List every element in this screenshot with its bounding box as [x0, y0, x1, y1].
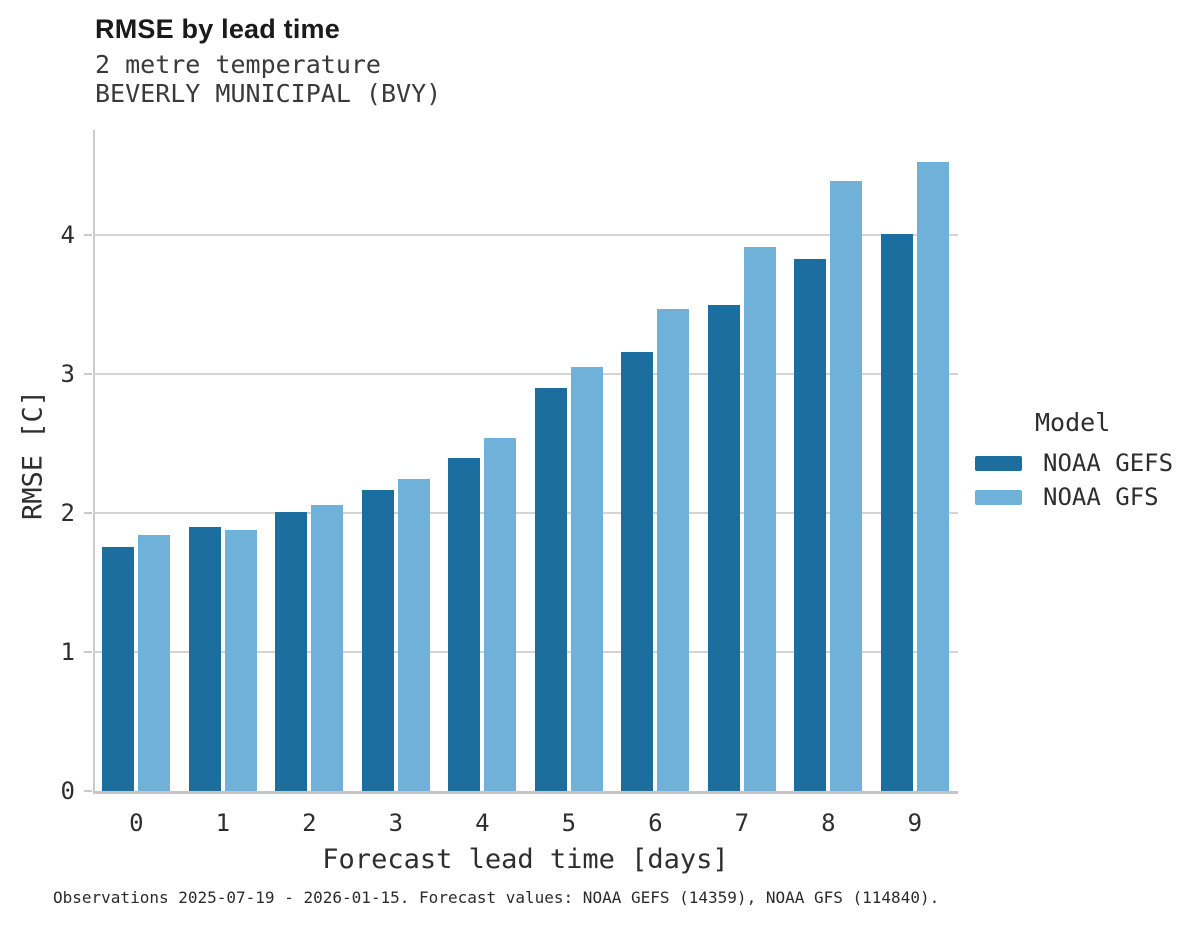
- chart-title: RMSE by lead time: [95, 14, 340, 44]
- bar-noaa-gefs-day-6: [621, 352, 654, 791]
- x-tick-label-0: 0: [129, 809, 144, 837]
- gridline-y-3: [93, 373, 958, 376]
- y-axis-title: RMSE [C]: [17, 389, 49, 521]
- bar-noaa-gfs-day-9: [916, 161, 949, 791]
- x-tick-label-9: 9: [907, 809, 923, 837]
- legend-title: Model: [1035, 408, 1111, 437]
- bar-noaa-gefs-day-2: [275, 511, 308, 791]
- x-tick-label-1: 1: [215, 809, 231, 837]
- bar-noaa-gfs-day-5: [570, 367, 603, 791]
- legend-label-noaa-gfs: NOAA GFS: [1043, 483, 1159, 511]
- y-tick-mark-1: [84, 651, 92, 654]
- y-tick-label-2: 2: [60, 499, 75, 528]
- bar-noaa-gefs-day-0: [102, 546, 135, 791]
- x-tick-label-6: 6: [648, 809, 663, 837]
- legend-label-noaa-gefs: NOAA GEFS: [1043, 449, 1174, 477]
- legend-item-noaa-gefs: NOAA GEFS: [975, 446, 1173, 480]
- legend-item-noaa-gfs: NOAA GFS: [975, 480, 1173, 514]
- bar-noaa-gfs-day-6: [657, 309, 690, 791]
- caption: Observations 2025-07-19 - 2026-01-15. Fo…: [53, 888, 940, 907]
- x-tick-label-8: 8: [821, 809, 836, 837]
- x-axis-title: Forecast lead time [days]: [322, 844, 729, 875]
- plot-area: 0 1 2 3 4 0 1 2 3 4 5 6 7 8 9: [61, 130, 958, 837]
- bar-noaa-gefs-day-4: [448, 457, 481, 791]
- bar-noaa-gfs-day-7: [743, 246, 776, 791]
- legend: Model NOAA GEFS NOAA GFS: [975, 408, 1173, 514]
- bar-noaa-gfs-day-3: [397, 478, 430, 791]
- bar-noaa-gefs-day-8: [794, 259, 827, 791]
- x-tick-label-4: 4: [475, 809, 490, 837]
- gridline-y-2: [93, 512, 958, 515]
- y-tick-label-1: 1: [60, 638, 75, 667]
- y-axis-spine: [93, 130, 95, 794]
- y-tick-mark-4: [84, 234, 92, 237]
- y-tick-mark-3: [84, 373, 92, 376]
- x-axis-spine: [93, 791, 958, 794]
- x-tick-label-5: 5: [561, 809, 577, 837]
- y-tick-label-4: 4: [60, 221, 75, 250]
- chart-subtitle-station: BEVERLY MUNICIPAL (BVY): [95, 79, 442, 108]
- bar-noaa-gefs-day-1: [188, 527, 221, 791]
- legend-swatch-noaa-gfs: [975, 489, 1022, 505]
- y-tick-mark-2: [84, 512, 92, 515]
- x-tick-label-7: 7: [734, 809, 750, 837]
- bar-noaa-gfs-day-0: [138, 535, 171, 791]
- bar-noaa-gfs-day-1: [224, 529, 257, 791]
- chart-subtitle-variable: 2 metre temperature: [95, 50, 381, 79]
- x-tick-label-3: 3: [388, 809, 404, 837]
- gridline-y-1: [93, 651, 958, 654]
- y-tick-label-3: 3: [60, 360, 75, 389]
- y-tick-mark-0: [84, 790, 92, 792]
- legend-swatch-noaa-gefs: [975, 455, 1022, 471]
- bar-noaa-gfs-day-8: [830, 181, 863, 791]
- bar-noaa-gefs-day-5: [534, 388, 567, 791]
- bar-noaa-gfs-day-2: [311, 504, 344, 791]
- bar-noaa-gefs-day-3: [361, 489, 394, 791]
- x-tick-label-2: 2: [302, 809, 317, 837]
- gridline-y-4: [93, 234, 958, 237]
- bar-noaa-gfs-day-4: [484, 438, 517, 791]
- y-tick-label-0: 0: [60, 777, 75, 805]
- bar-noaa-gefs-day-9: [880, 234, 913, 791]
- bar-noaa-gefs-day-7: [707, 304, 740, 791]
